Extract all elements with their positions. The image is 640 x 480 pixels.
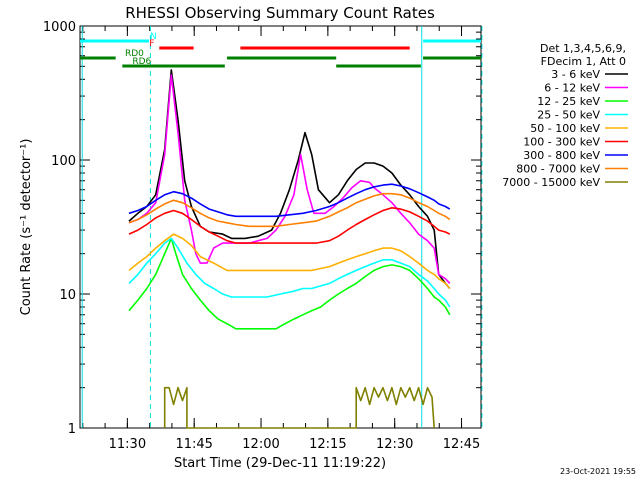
flag-bar-label: N — [150, 32, 157, 42]
series-line — [128, 192, 451, 228]
series-line — [128, 237, 451, 308]
legend-label: 6 - 12 keV — [544, 82, 600, 95]
series-line — [128, 183, 451, 218]
flag-bar-label: F — [149, 39, 154, 49]
chart-title: RHESSI Observing Summary Count Rates — [125, 4, 435, 22]
series-line — [128, 74, 451, 284]
legend-label: 7000 - 15000 keV — [502, 176, 600, 189]
series-line — [128, 233, 451, 290]
x-tick-label: 12:45 — [443, 437, 480, 452]
x-tick-label: 12:15 — [309, 437, 346, 452]
y-tick-label: 10 — [59, 288, 76, 303]
legend-label: 3 - 6 keV — [551, 68, 600, 81]
y-axis-label: Count Rate (s⁻¹ detector⁻¹) — [19, 139, 34, 316]
attenuator-markers — [81, 26, 483, 428]
legend-header-line-2: FDecim 1, Att 0 — [541, 55, 626, 68]
series-line — [163, 386, 435, 429]
legend-label: 300 - 800 keV — [523, 149, 600, 162]
x-tick-label: 11:45 — [175, 437, 212, 452]
x-tick-label: 12:30 — [376, 437, 413, 452]
y-tick-label: 1000 — [43, 20, 76, 35]
legend-label: 800 - 7000 keV — [516, 163, 600, 176]
legend-label: 12 - 25 keV — [537, 95, 600, 108]
x-axis-label: Start Time (29-Dec-11 11:19:22) — [174, 456, 386, 471]
series-line — [128, 207, 451, 244]
plot-frame — [79, 25, 482, 429]
legend: Det 1,3,4,5,6,9, FDecim 1, Att 0 3 - 6 k… — [502, 42, 628, 189]
series-group — [128, 69, 451, 429]
legend-header-line-1: Det 1,3,4,5,6,9, — [540, 42, 626, 55]
axes: 1 10 100 1000 11:30 11:45 12:00 12:15 12:30 12:45 — [43, 20, 481, 452]
y-tick-label: 1 — [68, 422, 76, 437]
x-tick-label: 12:00 — [242, 437, 279, 452]
legend-label: 50 - 100 keV — [530, 122, 600, 135]
series-line — [128, 237, 451, 330]
y-tick-label: 100 — [51, 154, 76, 169]
timestamp: 23-Oct-2021 19:55 — [560, 467, 636, 476]
series-line — [128, 69, 451, 290]
flag-bar-label: RD6 — [132, 57, 151, 67]
x-tick-label: 11:30 — [109, 437, 146, 452]
legend-label: 25 - 50 keV — [537, 109, 600, 122]
legend-label: 100 - 300 keV — [523, 136, 600, 149]
flag-bar-label: RD0 — [125, 49, 144, 59]
